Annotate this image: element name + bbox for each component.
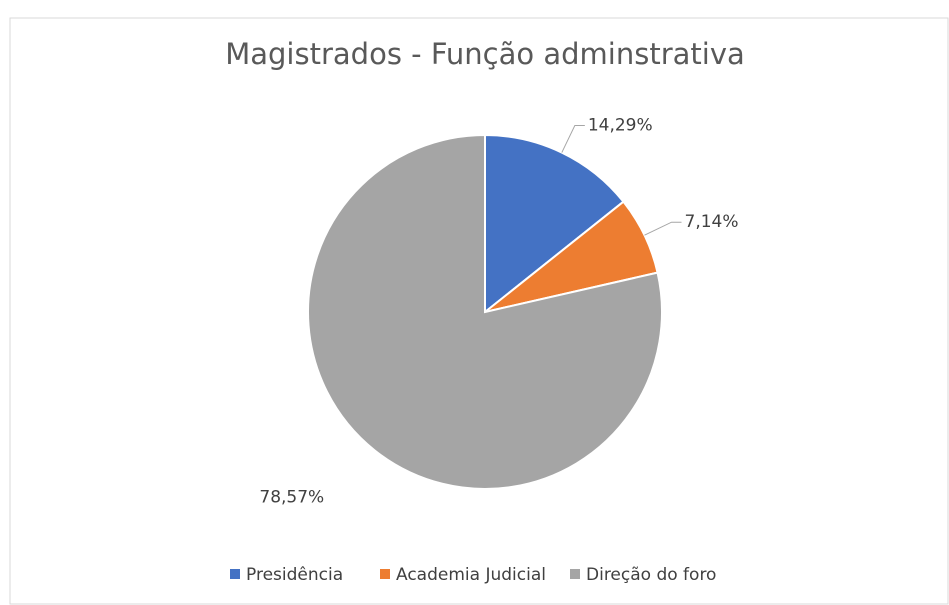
legend-label: Presidência <box>246 565 343 585</box>
data-label: 7,14% <box>685 212 739 232</box>
pie-slice <box>484 133 625 315</box>
data-label: 78,57% <box>259 487 324 507</box>
pie-slice <box>307 133 663 490</box>
data-label: 14,29% <box>588 116 653 136</box>
leader-line <box>561 125 585 153</box>
legend-marker <box>230 569 240 579</box>
leader-line <box>644 221 682 236</box>
legend-label: Direção do foro <box>586 565 716 585</box>
legend-marker <box>570 569 580 579</box>
legend-label: Academia Judicial <box>396 565 546 585</box>
legend-marker <box>380 569 390 579</box>
chart-title: Magistrados - Função adminstrativa <box>225 37 745 71</box>
